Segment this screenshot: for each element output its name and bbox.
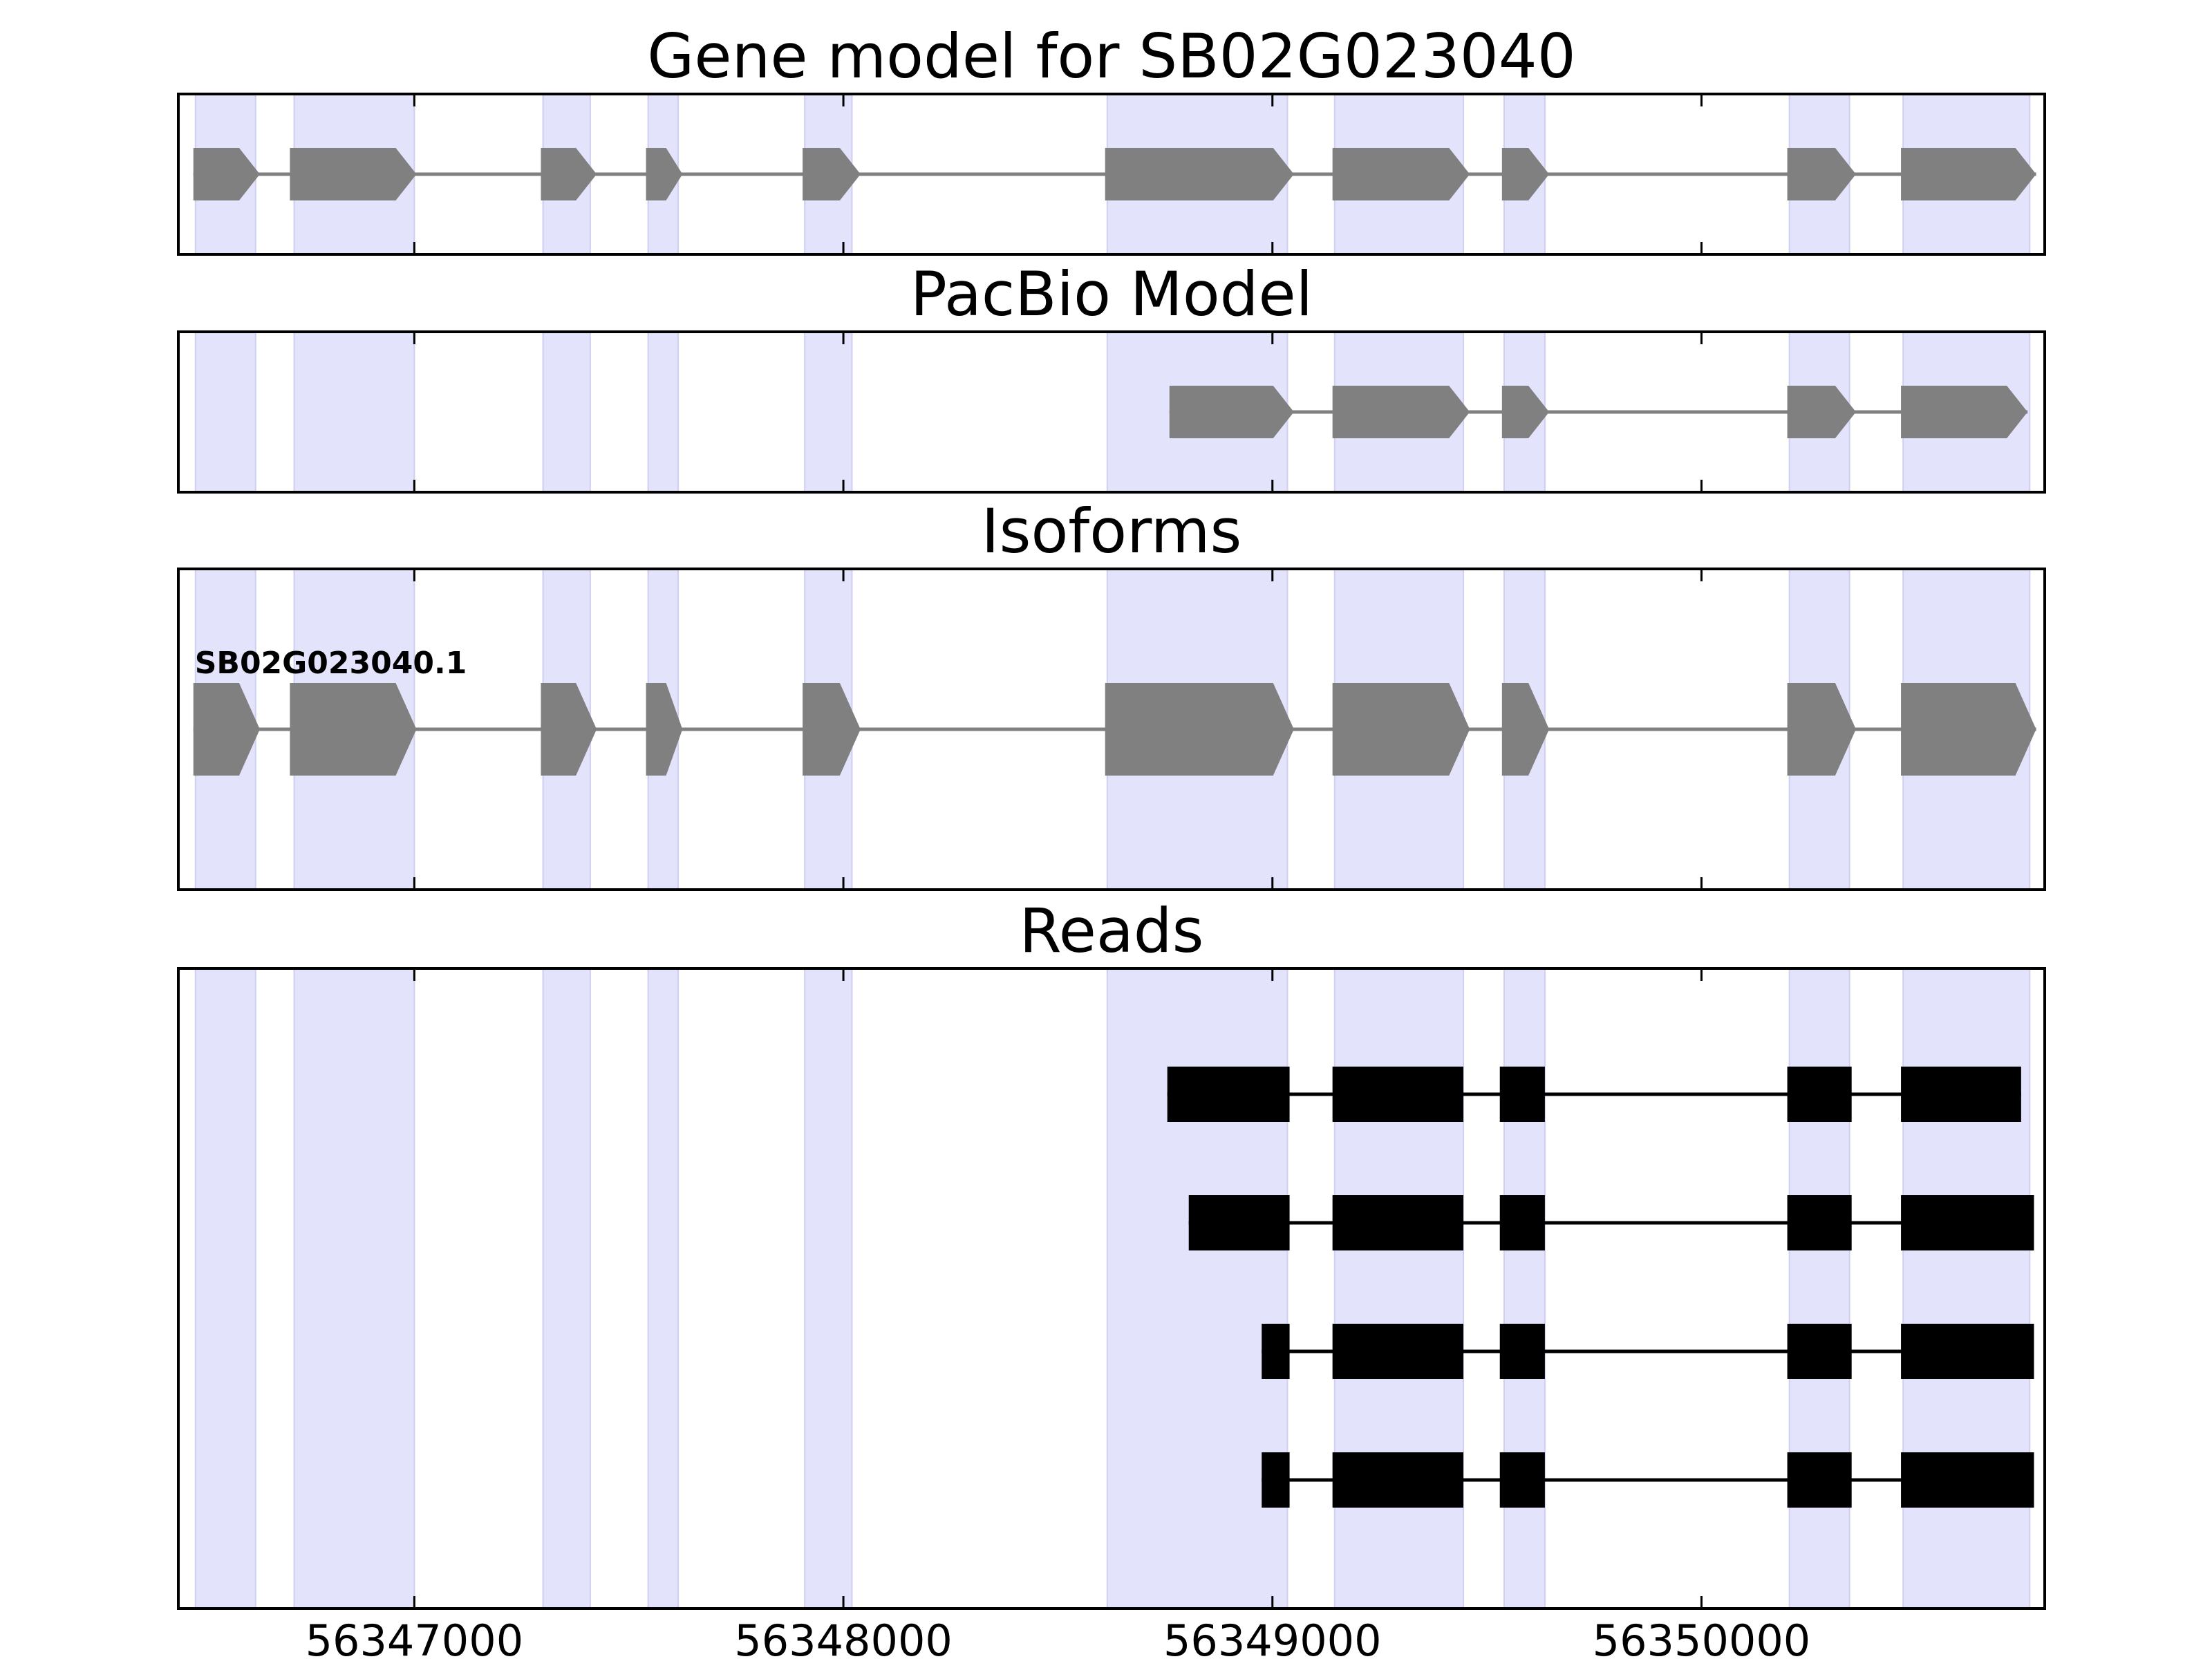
highlight-region xyxy=(647,968,679,1609)
highlight-region xyxy=(1788,968,1850,1609)
exon-block xyxy=(1262,1324,1290,1379)
exon-arrow xyxy=(193,148,260,200)
x-tick-label: 56348000 xyxy=(734,1615,953,1659)
panel-title: PacBio Model xyxy=(910,259,1313,330)
track: SB02G023040.1 xyxy=(193,646,2036,776)
exon-block xyxy=(1499,1067,1545,1122)
x-tick-label: 56347000 xyxy=(306,1615,524,1659)
exon-block xyxy=(1499,1195,1545,1250)
exon-arrow xyxy=(1105,683,1294,776)
exon-block xyxy=(1332,1067,1463,1122)
exon-arrow xyxy=(1787,148,1856,200)
exon-block xyxy=(1787,1195,1852,1250)
panel-title: Isoforms xyxy=(982,496,1242,567)
highlight-region xyxy=(804,331,853,493)
highlight-region xyxy=(194,331,256,493)
track xyxy=(1169,386,2028,438)
exon-arrow xyxy=(1787,683,1856,776)
exon-arrow xyxy=(1901,683,2036,776)
panel-frame xyxy=(177,568,2046,891)
exon-arrow xyxy=(1332,386,1470,438)
x-tick-label: 56350000 xyxy=(1593,1615,1811,1659)
exon-block xyxy=(1901,1324,2034,1379)
exon-arrow xyxy=(1169,386,1294,438)
exon-block xyxy=(1167,1067,1290,1122)
exon-block xyxy=(1787,1067,1852,1122)
panel-title: Gene model for SB02G023040 xyxy=(647,21,1576,92)
exon-arrow xyxy=(646,683,683,776)
exon-block xyxy=(1901,1195,2034,1250)
track xyxy=(1262,1452,2034,1508)
exon-arrow xyxy=(1332,148,1470,200)
highlight-region xyxy=(293,331,415,493)
exon-block xyxy=(1901,1452,2034,1508)
exon-block xyxy=(1188,1195,1290,1250)
exon-arrow xyxy=(541,683,597,776)
highlight-region xyxy=(1902,968,2031,1609)
exon-arrow xyxy=(1787,386,1856,438)
exon-arrow xyxy=(1105,148,1294,200)
panel-frame xyxy=(177,967,2046,1610)
exon-block xyxy=(1787,1324,1852,1379)
highlight-region xyxy=(542,968,591,1609)
exon-block xyxy=(1332,1452,1463,1508)
highlight-region xyxy=(647,331,679,493)
track xyxy=(1262,1324,2034,1379)
exon-arrow xyxy=(1501,148,1550,200)
panel-frame xyxy=(177,93,2046,256)
exon-block xyxy=(1499,1452,1545,1508)
exon-arrow xyxy=(1501,683,1550,776)
exon-arrow xyxy=(541,148,597,200)
exon-block xyxy=(1499,1324,1545,1379)
exon-block xyxy=(1262,1452,1290,1508)
panel-2: Isoforms SB02G023040.1 xyxy=(177,496,2046,891)
exon-arrow xyxy=(193,683,260,776)
highlight-region xyxy=(293,968,415,1609)
highlight-region xyxy=(1106,968,1288,1609)
highlight-region xyxy=(1333,968,1464,1609)
panel-3: Reads 56347000 56348000 56349000 56350000 xyxy=(177,895,2046,1659)
exon-arrow xyxy=(1501,386,1550,438)
track xyxy=(1188,1195,2034,1250)
highlight-region xyxy=(804,968,853,1609)
exon-arrow xyxy=(803,683,861,776)
exon-arrow xyxy=(1901,148,2036,200)
highlight-region xyxy=(1503,968,1546,1609)
panel-1: PacBio Model xyxy=(177,259,2046,494)
exon-arrow xyxy=(290,148,417,200)
exon-arrow xyxy=(290,683,417,776)
exon-block xyxy=(1901,1067,2021,1122)
exon-arrow xyxy=(803,148,861,200)
panel-0: Gene model for SB02G023040 xyxy=(177,21,2046,256)
exon-block xyxy=(1787,1452,1852,1508)
panel-frame xyxy=(177,330,2046,494)
track xyxy=(193,148,2036,200)
isoform-label: SB02G023040.1 xyxy=(195,646,467,681)
exon-block xyxy=(1332,1195,1463,1250)
panel-title: Reads xyxy=(1020,895,1204,966)
highlight-region xyxy=(194,968,256,1609)
track xyxy=(1167,1067,2021,1122)
highlight-region xyxy=(542,331,591,493)
x-tick-label: 56349000 xyxy=(1163,1615,1382,1659)
exon-block xyxy=(1332,1324,1463,1379)
exon-arrow xyxy=(646,148,683,200)
exon-arrow xyxy=(1332,683,1470,776)
exon-arrow xyxy=(1901,386,2028,438)
